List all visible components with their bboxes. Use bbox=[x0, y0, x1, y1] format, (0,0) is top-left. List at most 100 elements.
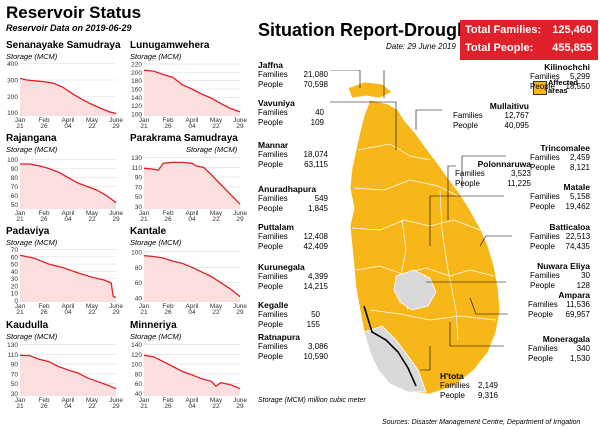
map-unaffected-central bbox=[393, 269, 437, 311]
district-kegalle: Kegalle Families 50 People 155 bbox=[258, 300, 320, 330]
y-tick-label: 70 bbox=[135, 184, 143, 191]
families-label: Families bbox=[258, 108, 288, 117]
district-mannar: Mannar Families 18,074 People 63,115 bbox=[258, 140, 328, 170]
families-label: Families bbox=[453, 111, 483, 120]
border-line-7 bbox=[369, 309, 497, 321]
leader-matale bbox=[429, 195, 504, 246]
families-value: 30 bbox=[581, 271, 590, 280]
district-people-row: People 63,115 bbox=[258, 160, 328, 170]
people-label: People bbox=[453, 121, 478, 130]
chart-title: Rajangana bbox=[6, 133, 57, 144]
leader-jaffna bbox=[330, 70, 361, 88]
storage-line bbox=[143, 354, 241, 390]
families-label: Families bbox=[258, 310, 288, 319]
district-people-row: People 155 bbox=[258, 320, 320, 330]
district-people-row: People 128 bbox=[530, 281, 590, 291]
district-name: Anuradhapura bbox=[258, 184, 317, 194]
chart-title: Padaviya bbox=[6, 226, 50, 237]
y-tick-label: 400 bbox=[7, 61, 18, 68]
people-value: 63,115 bbox=[304, 160, 328, 169]
district-jaffna: Jaffna Families 21,080 People 70,598 bbox=[258, 60, 328, 90]
x-tick-label: May 22 bbox=[86, 303, 99, 314]
families-label: Families bbox=[258, 272, 288, 281]
people-label: People bbox=[258, 282, 283, 291]
y-tick-label: 50 bbox=[11, 381, 19, 388]
x-tick-label: June 29 bbox=[233, 303, 247, 314]
storage-line bbox=[20, 163, 117, 204]
district-name: Mannar bbox=[258, 140, 289, 150]
storage-area bbox=[20, 255, 116, 302]
y-tick-label: 80 bbox=[135, 371, 143, 378]
people-label: People bbox=[528, 354, 553, 363]
x-tick-label: Feb 26 bbox=[162, 210, 174, 221]
families-label: Families bbox=[258, 70, 288, 79]
district-people-row: People 109 bbox=[258, 118, 324, 128]
map-southwest-outline bbox=[363, 305, 417, 387]
people-value: 42,409 bbox=[303, 242, 328, 251]
people-value: 19,462 bbox=[565, 202, 590, 211]
district-mullaitivu: Mullaitivu Families 12,767 People 40,095 bbox=[453, 101, 529, 131]
district-name: Polonnaruwa bbox=[477, 159, 531, 169]
people-label: People bbox=[530, 281, 555, 290]
chart-unit-label: Storage (MCM) bbox=[6, 238, 58, 247]
y-tick-label: 130 bbox=[7, 342, 18, 349]
district-puttalam: Puttalam Families 12,408 People 42,409 bbox=[258, 222, 328, 252]
x-tick-label: April 04 bbox=[185, 117, 199, 128]
y-tick-label: 80 bbox=[11, 175, 19, 182]
footer-storage-note: Storage (MCM) million cubic meter bbox=[258, 397, 366, 404]
total-families-label: Total Families: bbox=[465, 24, 542, 36]
y-tick-label: 160 bbox=[131, 87, 142, 94]
families-value: 4,399 bbox=[307, 272, 328, 281]
y-tick-label: 110 bbox=[132, 165, 143, 172]
x-tick-label: Jan 21 bbox=[15, 117, 26, 128]
district-families-row: Families 549 bbox=[258, 194, 328, 204]
map-leader-lines bbox=[330, 70, 512, 371]
y-tick-label: 100 bbox=[131, 111, 142, 118]
district-name: Moneragala bbox=[542, 334, 590, 344]
totals-box: Total Families: 125,460 Total People: 45… bbox=[460, 20, 598, 60]
y-tick-label: 110 bbox=[8, 352, 19, 359]
storage-area bbox=[20, 78, 116, 116]
x-tick-label: May 22 bbox=[210, 397, 223, 408]
people-value: 74,435 bbox=[565, 242, 590, 251]
x-tick-label: May 22 bbox=[86, 117, 99, 128]
district-ampara: Ampara Families 11,536 People 69,957 bbox=[528, 290, 590, 320]
district-people-row: People 11,225 bbox=[455, 179, 531, 189]
y-tick-label: 40 bbox=[135, 296, 143, 303]
chart-unit-label: Storage (MCM) bbox=[130, 238, 182, 247]
people-label: People bbox=[258, 352, 283, 361]
chart-svg: 50 60 70 80 90 100 Jan 21 Feb 26 April 04 May 22 June 2… bbox=[7, 157, 123, 221]
families-label: Families bbox=[528, 344, 558, 353]
district-name: Ampara bbox=[558, 290, 590, 300]
x-tick-label: April 04 bbox=[61, 117, 75, 128]
x-tick-label: Feb 26 bbox=[38, 397, 50, 408]
chart-title: Senanayake Samudraya bbox=[6, 40, 121, 51]
x-tick-label: Feb 26 bbox=[162, 303, 174, 314]
district-families-row: Families 21,080 bbox=[258, 70, 328, 80]
chart-title: Lunugamwehera bbox=[130, 40, 210, 51]
y-tick-label: 100 bbox=[7, 157, 18, 164]
x-tick-label: June 29 bbox=[233, 117, 247, 128]
district-kurunegala: Kurunegala Families 4,399 People 14,215 bbox=[258, 262, 328, 292]
y-tick-label: 90 bbox=[11, 166, 19, 173]
chart-title: Kantale bbox=[130, 226, 167, 237]
x-tick-label: May 22 bbox=[210, 303, 223, 314]
people-value: 10,590 bbox=[303, 352, 328, 361]
storage-area bbox=[144, 70, 240, 116]
y-tick-label: 300 bbox=[7, 78, 18, 85]
chart-6: Kaudulla Storage (MCM) 30 50 70 90 110 130 Jan 21… bbox=[4, 320, 124, 408]
x-tick-label: Jan 21 bbox=[139, 397, 150, 408]
y-tick-label: 130 bbox=[131, 155, 142, 162]
district-families-row: Families 3,086 bbox=[258, 342, 328, 352]
chart-title: Minneriya bbox=[130, 320, 177, 331]
district-name: Kurunegala bbox=[258, 262, 305, 272]
district-people-row: People 40,095 bbox=[453, 121, 529, 131]
families-label: Families bbox=[530, 271, 560, 280]
families-value: 18,074 bbox=[303, 150, 328, 159]
x-tick-label: May 22 bbox=[210, 210, 223, 221]
district-people-row: People 70,598 bbox=[258, 80, 328, 90]
sri-lanka-map bbox=[330, 70, 512, 395]
